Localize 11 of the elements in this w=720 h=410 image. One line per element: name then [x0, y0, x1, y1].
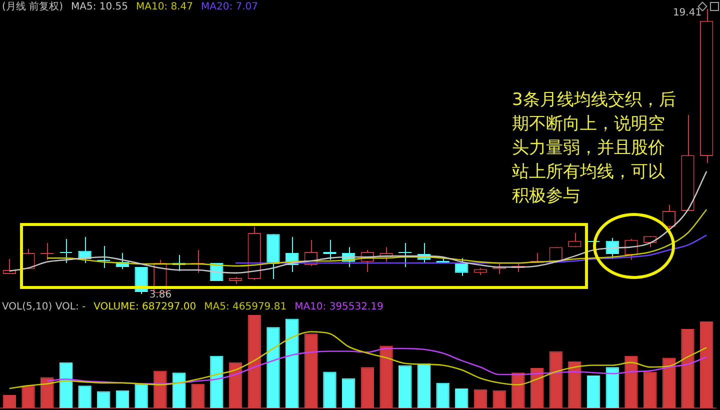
- text: MA10: 395532.19: [294, 302, 384, 313]
- annotation: 3条月线均线交织，后期不断向上，说明空头力量弱，并且股价站上所有均线，可以积极参与: [512, 89, 677, 208]
- text: MA20: 7.07: [200, 2, 258, 13]
- annotation: 3.86: [149, 290, 172, 301]
- text: MA10: 8.47: [136, 2, 194, 13]
- chart-title: VOL(5,10) VOL: -: [2, 302, 86, 313]
- text: VOLUME: 687297.00: [94, 302, 196, 313]
- annotation: 19.41: [672, 8, 702, 19]
- text: MA5: 465979.81: [204, 302, 287, 313]
- text: MA5: 10.55: [70, 2, 128, 13]
- chart-title: (月线 前复权): [2, 0, 64, 13]
